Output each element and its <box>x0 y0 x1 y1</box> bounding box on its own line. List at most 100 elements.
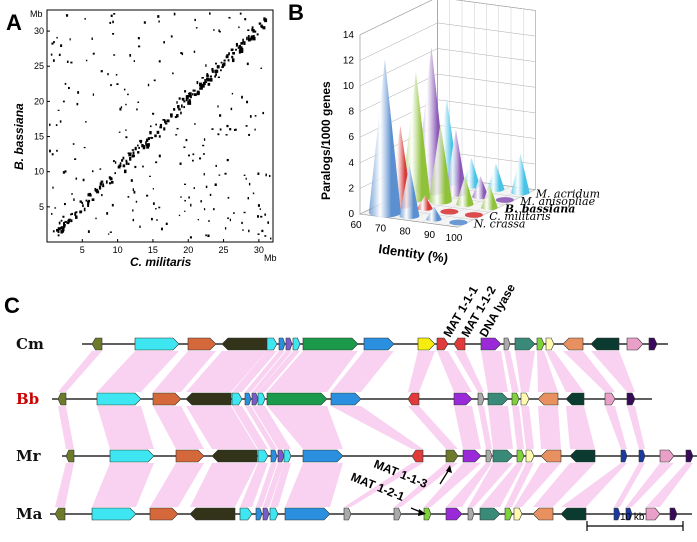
synteny-ribbon <box>561 463 627 507</box>
synteny-ribbon <box>454 351 484 392</box>
dot <box>147 137 151 140</box>
dot <box>152 202 155 205</box>
chart-y-ticks: 0 2 4 6 8 10 12 14 <box>343 30 355 220</box>
dot <box>191 93 194 96</box>
gene-arrow <box>545 337 555 351</box>
y-tick-label: 2 <box>348 183 354 194</box>
track-ma: Ma <box>16 505 692 523</box>
dot <box>194 18 196 22</box>
dot <box>224 227 227 230</box>
gene-arrow <box>417 337 436 351</box>
dot <box>71 193 73 195</box>
synteny-ribbon <box>186 406 257 449</box>
species-label: B. bassiana <box>504 202 576 215</box>
dot <box>259 208 262 210</box>
dot <box>149 175 151 177</box>
dot <box>174 116 178 119</box>
synteny-ribbon <box>394 463 458 507</box>
dot <box>158 135 161 138</box>
dot <box>69 38 71 41</box>
y-tick-label: 14 <box>343 30 355 41</box>
gene-arrow <box>277 449 285 463</box>
synteny-ribbon <box>344 463 423 507</box>
dot <box>252 192 255 195</box>
dot <box>101 193 103 197</box>
dot <box>252 35 255 39</box>
dot <box>60 219 63 222</box>
synteny-ribbon <box>646 463 693 507</box>
mat-annotations-bottom: MAT 1-1-3 MAT 1-2-1 <box>349 457 452 516</box>
dot <box>186 96 189 99</box>
dot <box>142 165 144 168</box>
gene-arrow <box>487 392 509 406</box>
gene-arrow <box>467 507 475 521</box>
dot <box>137 144 139 147</box>
y-tick-label: 10 <box>34 167 44 177</box>
y-tick-label: 25 <box>34 61 44 71</box>
dot <box>193 93 197 97</box>
dot <box>87 204 90 207</box>
x-tick-label: 90 <box>424 230 436 241</box>
dot <box>184 199 186 202</box>
dot <box>226 158 229 162</box>
dot <box>257 233 260 235</box>
dot <box>206 79 210 82</box>
dot <box>117 165 121 169</box>
dot <box>248 229 250 233</box>
dot <box>112 20 114 24</box>
gene-arrow <box>211 449 258 463</box>
dot <box>88 192 92 196</box>
gene-arrow <box>540 449 562 463</box>
dot <box>125 159 128 162</box>
gene-arrow <box>569 449 596 463</box>
dot <box>100 180 104 183</box>
dot <box>109 21 112 24</box>
species-label: M. acridum <box>535 187 600 200</box>
dot <box>134 165 137 169</box>
dot <box>82 204 84 208</box>
dot <box>128 153 132 157</box>
dot <box>176 101 178 104</box>
dot <box>181 52 184 56</box>
dot <box>238 26 240 29</box>
dot <box>135 200 138 203</box>
dot <box>107 233 110 235</box>
dot <box>64 170 67 173</box>
dot <box>187 101 190 105</box>
dot <box>232 51 236 55</box>
gene-arrow <box>453 337 466 351</box>
dot <box>130 179 133 182</box>
dot <box>246 100 249 104</box>
synteny-ribbon <box>97 406 154 449</box>
dot <box>206 77 209 81</box>
dot <box>231 55 234 59</box>
dot <box>207 234 210 238</box>
dot <box>159 126 163 129</box>
gene-arrow <box>244 392 252 406</box>
dot <box>152 188 154 190</box>
dot <box>159 123 163 127</box>
dot <box>215 73 217 76</box>
gene-arrow <box>659 449 675 463</box>
dot <box>122 164 126 168</box>
dot <box>260 67 263 69</box>
synteny-ribbon <box>408 406 458 449</box>
dot <box>91 37 93 40</box>
cone-ncrassa <box>368 58 401 218</box>
dot <box>180 196 182 198</box>
dot <box>208 220 210 222</box>
dot <box>133 190 136 194</box>
dot <box>188 99 191 102</box>
y-tick-label: 15 <box>34 132 44 142</box>
dot <box>227 196 230 199</box>
synteny-ribbon <box>270 463 291 507</box>
dot <box>127 93 129 96</box>
gene-arrow <box>187 337 217 351</box>
dot <box>263 17 266 21</box>
dot <box>108 182 112 185</box>
dot <box>59 120 62 123</box>
dot <box>211 128 214 130</box>
x-tick-label: 20 <box>183 245 193 255</box>
dot <box>244 18 247 21</box>
synteny-ribbon <box>256 463 277 507</box>
